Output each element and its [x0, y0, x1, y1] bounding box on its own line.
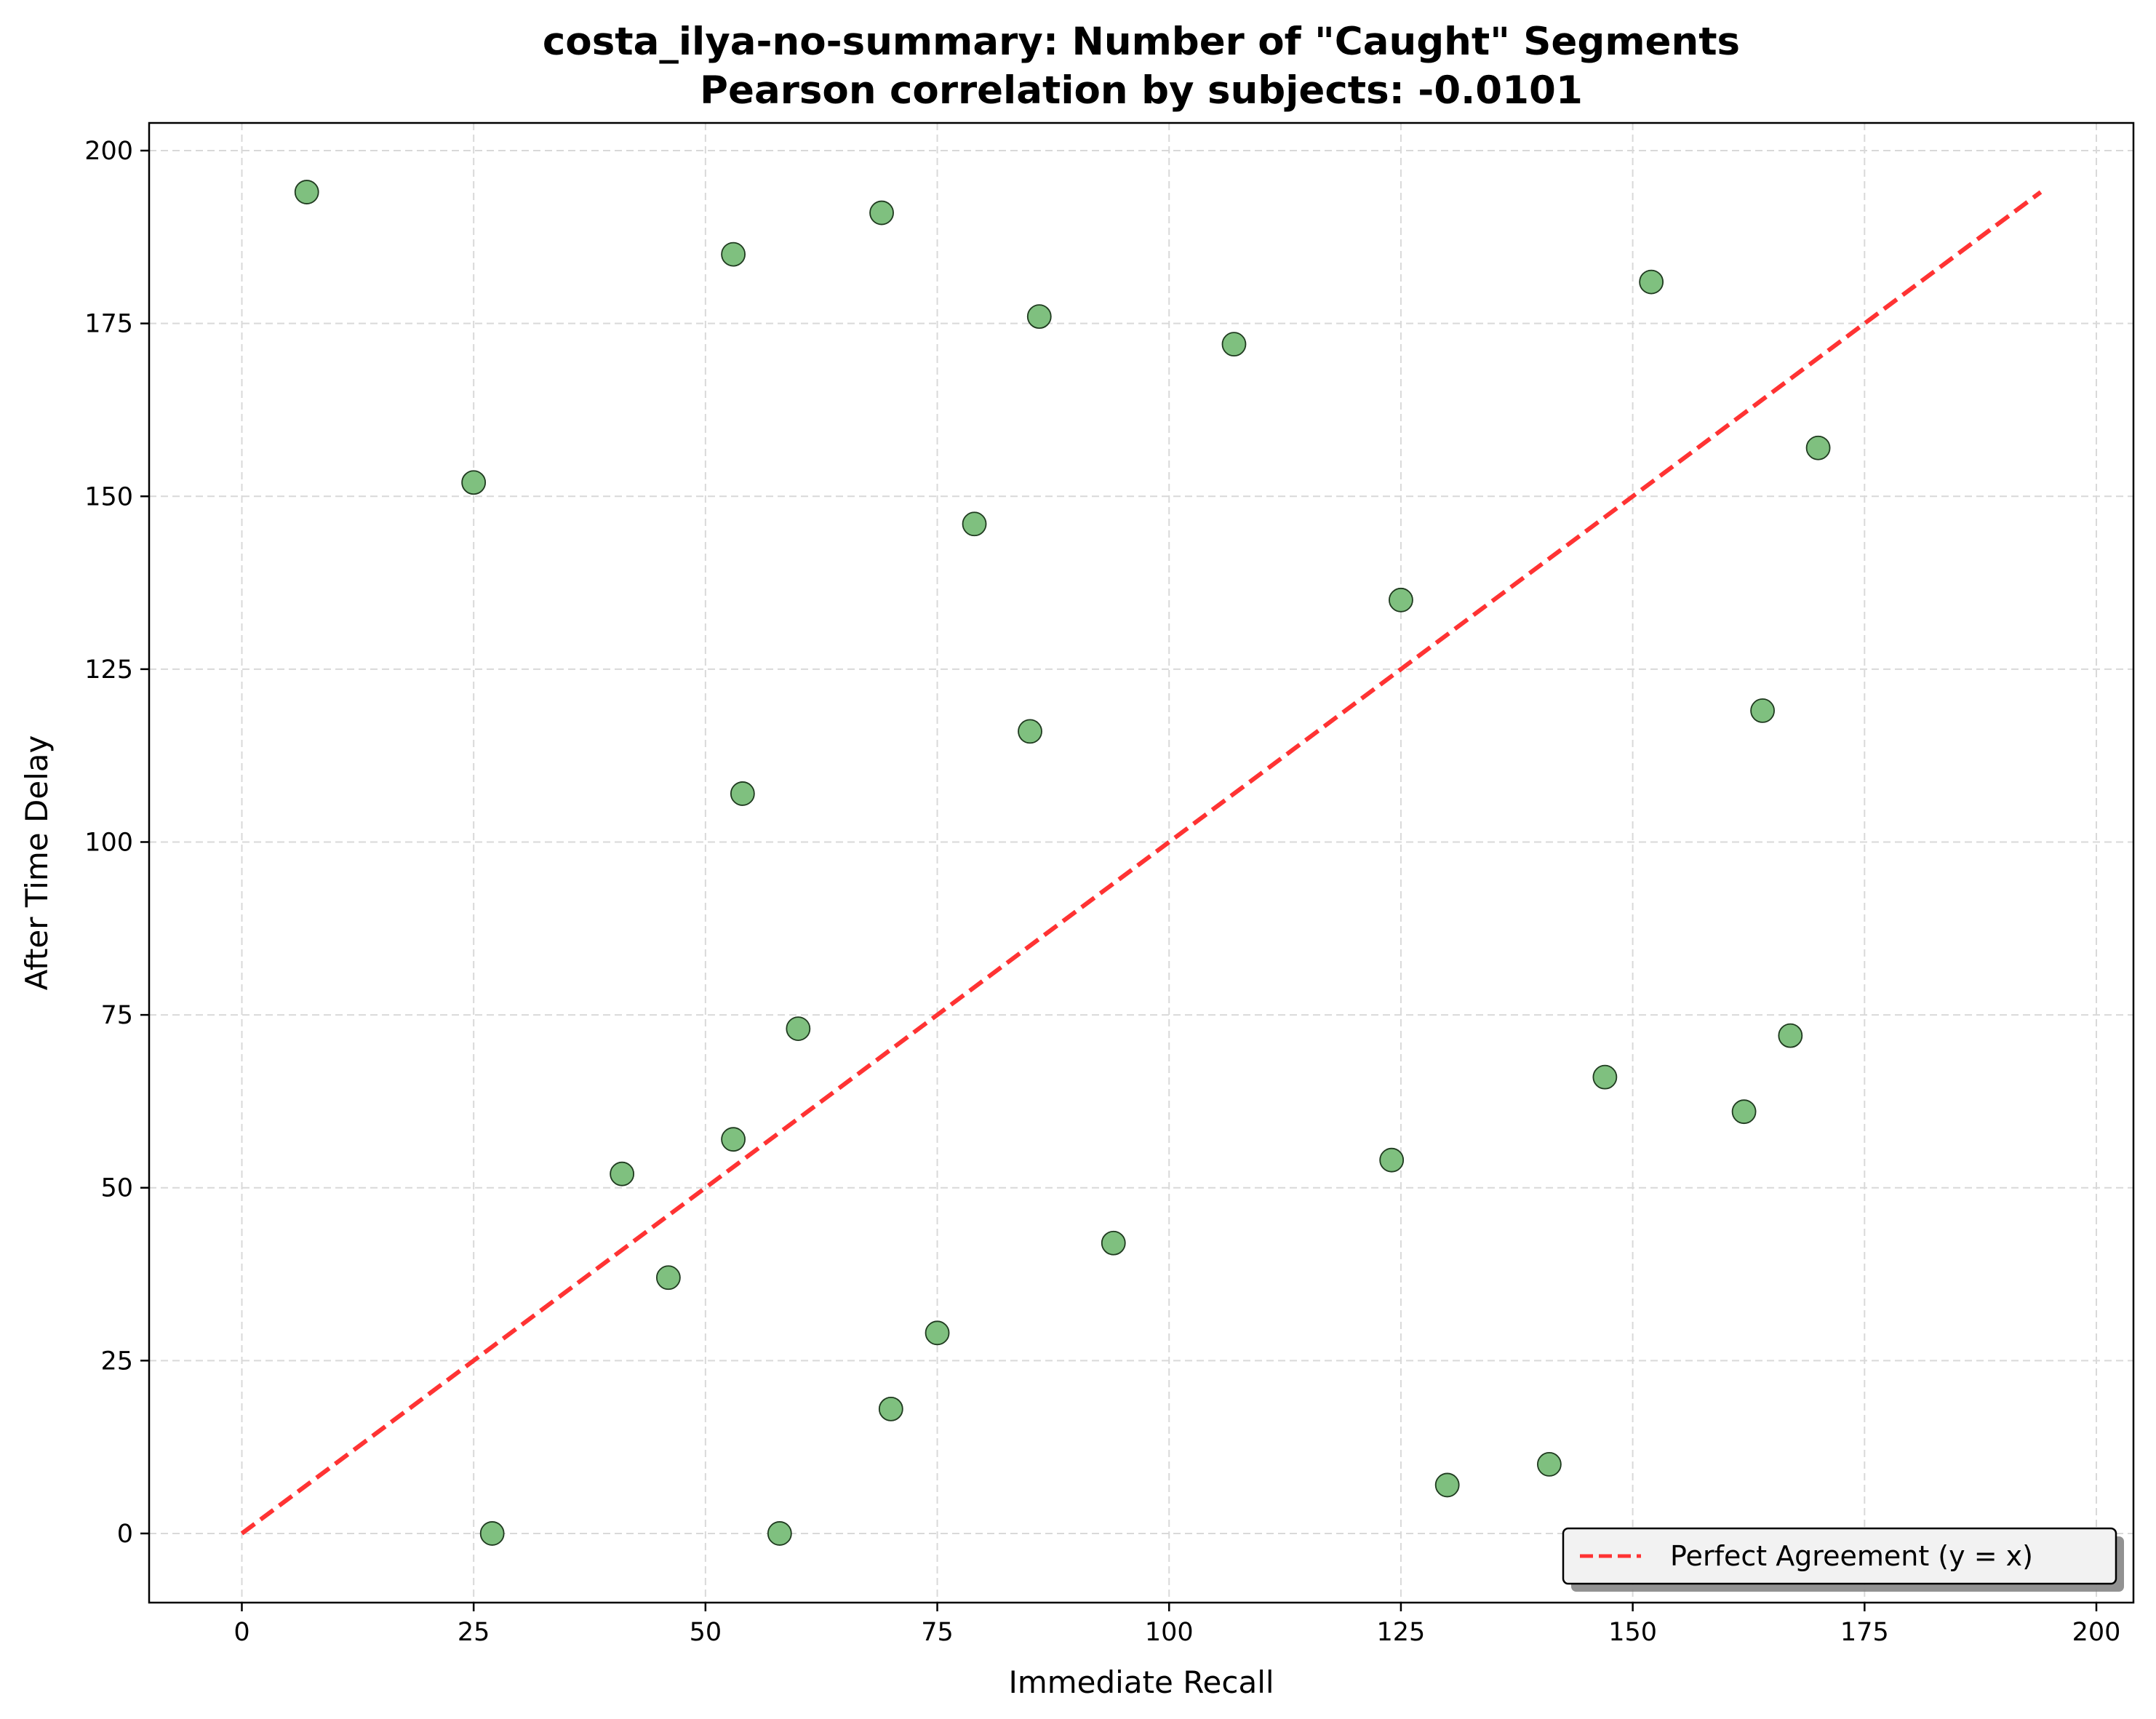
scatter-point — [1536, 1452, 1562, 1477]
scatter-point — [721, 1127, 746, 1152]
x-tick-label: 50 — [690, 1618, 722, 1647]
scatter-point — [461, 470, 487, 495]
y-axis-label: After Time Delay — [19, 735, 55, 991]
y-tick-label: 100 — [84, 828, 133, 857]
y-tick-label: 175 — [84, 310, 133, 339]
plot-frame — [148, 121, 2135, 1604]
scatter-point — [294, 180, 319, 204]
scatter-point — [1026, 304, 1052, 330]
legend: Perfect Agreement (y = x) — [1562, 1527, 2124, 1592]
scatter-point — [1731, 1099, 1757, 1125]
scatter-point — [962, 511, 987, 537]
y-axis-ticks: 0 25 50 75 100 125 150 175 200 — [84, 137, 149, 1549]
x-tick-label: 150 — [1608, 1618, 1657, 1647]
x-tick-label: 175 — [1840, 1618, 1889, 1647]
chart-subtitle: Pearson correlation by subjects: -0.0101 — [700, 68, 1583, 113]
scatter-point — [1379, 1147, 1405, 1173]
x-tick-label: 75 — [921, 1618, 954, 1647]
scatter-point — [730, 781, 755, 806]
scatter-point — [1592, 1064, 1618, 1090]
scatter-point — [479, 1521, 505, 1546]
scatter-point — [1018, 719, 1042, 744]
y-tick-label: 50 — [100, 1174, 133, 1203]
legend-label: Perfect Agreement (y = x) — [1670, 1540, 2033, 1572]
scatter-point — [869, 200, 894, 226]
scatter-point — [878, 1396, 903, 1421]
scatter-point — [1805, 435, 1831, 460]
scatter-point — [925, 1320, 950, 1346]
y-tick-label: 75 — [100, 1001, 133, 1030]
scatter-point — [767, 1521, 792, 1546]
grid — [149, 123, 2133, 1603]
y-tick-label: 25 — [100, 1347, 133, 1376]
x-tick-label: 0 — [233, 1618, 249, 1647]
scatter-point — [1101, 1230, 1126, 1256]
y-tick-label: 125 — [84, 655, 133, 685]
scatter-point — [786, 1016, 811, 1042]
scatter-point — [721, 242, 746, 267]
points-layer — [294, 180, 1831, 1546]
y-tick-label: 200 — [84, 137, 133, 166]
y-tick-label: 150 — [84, 482, 133, 511]
scatter-point — [1221, 332, 1247, 357]
x-tick-label: 200 — [2072, 1618, 2121, 1647]
scatter-point — [1778, 1023, 1803, 1048]
reference-line-layer — [240, 190, 2043, 1536]
legend-box — [1562, 1527, 2117, 1585]
scatter-point — [1389, 587, 1413, 613]
scatter-point — [610, 1161, 635, 1186]
chart-title: costa_ilya-no-summary: Number of "Caught… — [543, 20, 1740, 64]
x-tick-label: 25 — [458, 1618, 490, 1647]
scatter-point — [1750, 698, 1775, 723]
scatter-point — [655, 1265, 681, 1291]
x-axis-label: Immediate Recall — [1008, 1664, 1274, 1700]
scatter-point — [1639, 269, 1664, 295]
scatter-point — [1434, 1472, 1460, 1498]
x-axis-ticks: 0 25 50 75 100 125 150 175 200 — [233, 1603, 2120, 1647]
y-tick-label: 0 — [117, 1520, 133, 1549]
x-tick-label: 125 — [1377, 1618, 1426, 1647]
x-tick-label: 100 — [1145, 1618, 1194, 1647]
perfect-agreement-line — [240, 190, 2043, 1536]
